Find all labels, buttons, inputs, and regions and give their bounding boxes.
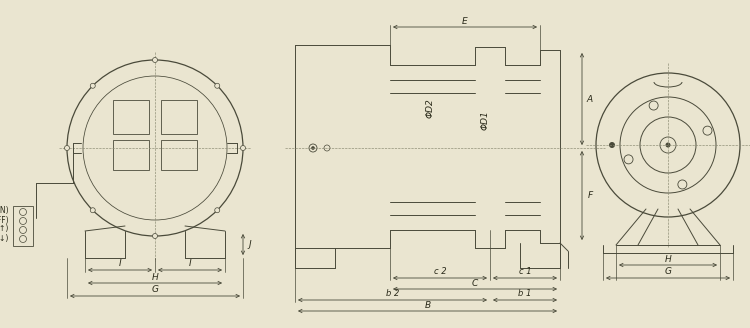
Text: F: F	[587, 191, 592, 200]
Text: A: A	[587, 94, 593, 104]
Text: c 1: c 1	[519, 268, 531, 277]
Circle shape	[214, 208, 220, 213]
Text: c 2: c 2	[433, 268, 446, 277]
Text: H: H	[152, 273, 158, 281]
Circle shape	[241, 146, 245, 151]
Bar	[113, 140, 149, 170]
Text: G: G	[152, 285, 158, 295]
Text: (ON): (ON)	[0, 207, 9, 215]
Text: G: G	[664, 268, 671, 277]
Text: ΦD2: ΦD2	[425, 98, 434, 118]
Bar	[161, 140, 197, 170]
Circle shape	[152, 234, 157, 238]
Circle shape	[64, 146, 70, 151]
Circle shape	[90, 208, 95, 213]
Text: B: B	[424, 300, 430, 310]
Text: b 1: b 1	[518, 290, 532, 298]
Text: C: C	[472, 278, 478, 288]
Text: H: H	[664, 255, 671, 263]
Text: J: J	[249, 240, 251, 249]
Circle shape	[152, 57, 157, 63]
Text: b 2: b 2	[386, 290, 399, 298]
Circle shape	[214, 83, 220, 88]
Bar	[13, 206, 33, 246]
Text: I: I	[189, 259, 191, 269]
Text: (OFF): (OFF)	[0, 215, 9, 224]
Text: ΦD1: ΦD1	[481, 110, 490, 130]
Circle shape	[90, 83, 95, 88]
Circle shape	[609, 142, 615, 148]
Circle shape	[311, 147, 314, 150]
Text: (↓): (↓)	[0, 234, 9, 242]
Text: E: E	[462, 16, 468, 26]
Bar	[113, 100, 149, 134]
Text: (↑): (↑)	[0, 224, 9, 234]
Bar	[161, 100, 197, 134]
Text: I: I	[118, 259, 122, 269]
Circle shape	[665, 142, 670, 148]
